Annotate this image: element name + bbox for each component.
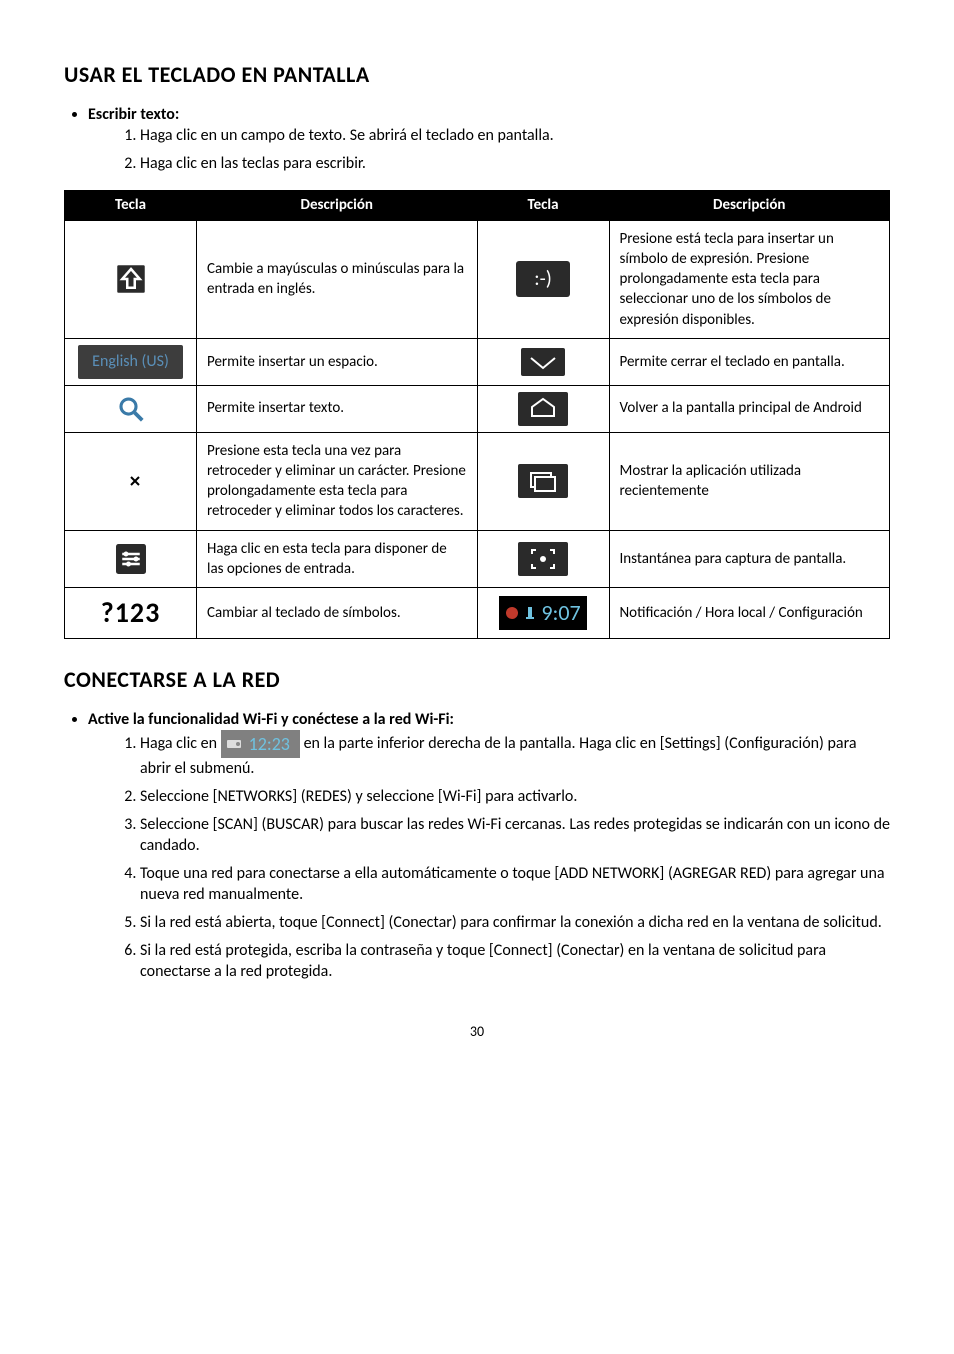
key-emoji-icon: :-) — [477, 220, 609, 338]
key-symbols-icon: ?123 — [65, 588, 197, 639]
key-home-icon — [477, 385, 609, 432]
key-input-options-icon — [65, 530, 197, 588]
section1-title: USAR EL TECLADO EN PANTALLA — [64, 60, 890, 90]
table-head-descripcion: Descripción — [197, 191, 478, 220]
key-backspace-icon — [65, 432, 197, 530]
desc-input-options: Haga clic en esta tecla para disponer de… — [197, 530, 478, 588]
section2-bullet: Active la funcionalidad Wi-Fi y conéctes… — [88, 710, 454, 729]
section1-step: Haga clic en un campo de texto. Se abrir… — [140, 125, 890, 147]
section1-steps: Haga clic en un campo de texto. Se abrir… — [140, 125, 890, 174]
desc-space: Permite insertar un espacio. — [197, 338, 478, 385]
desc-home: Volver a la pantalla principal de Androi… — [609, 385, 890, 432]
desc-search: Permite insertar texto. — [197, 385, 478, 432]
section2-step: Seleccione [SCAN] (BUSCAR) para buscar l… — [140, 814, 890, 857]
key-spacebar-icon: English (US) — [65, 338, 197, 385]
table-row: Cambie a mayúsculas o minúsculas para la… — [65, 220, 890, 338]
table-head-descripcion: Descripción — [609, 191, 890, 220]
status-bar-time-icon: 12:23 — [221, 730, 300, 758]
keyboard-table: Tecla Descripción Tecla Descripción Camb… — [64, 190, 890, 638]
table-row: Haga clic en esta tecla para disponer de… — [65, 530, 890, 588]
desc-backspace: Presione esta tecla una vez para retroce… — [197, 432, 478, 530]
table-head-tecla: Tecla — [65, 191, 197, 220]
desc-recent: Mostrar la aplicación utilizada reciente… — [609, 432, 890, 530]
section2-step: Toque una red para conectarse a ella aut… — [140, 863, 890, 906]
section2-step: Seleccione [NETWORKS] (REDES) y seleccio… — [140, 786, 890, 808]
table-row: ?123 Cambiar al teclado de símbolos. 9:0… — [65, 588, 890, 639]
key-shift-icon — [65, 220, 197, 338]
desc-close-keyboard: Permite cerrar el teclado en pantalla. — [609, 338, 890, 385]
section2-step-1: Haga clic en 12:23 en la parte inferior … — [140, 730, 890, 780]
key-screenshot-icon — [477, 530, 609, 588]
desc-shift: Cambie a mayúsculas o minúsculas para la… — [197, 220, 478, 338]
table-row: Permite insertar texto. Volver a la pant… — [65, 385, 890, 432]
section1-bullet: Escribir texto: — [88, 105, 179, 124]
page-number: 30 — [64, 1023, 890, 1042]
section2-title: CONECTARSE A LA RED — [64, 665, 890, 695]
section2-bullet-list: Active la funcionalidad Wi-Fi y conéctes… — [88, 709, 890, 983]
key-search-icon — [65, 385, 197, 432]
section1-bullet-list: Escribir texto: Haga clic en un campo de… — [88, 104, 890, 175]
section2-steps: Haga clic en 12:23 en la parte inferior … — [140, 730, 890, 983]
key-notification-bar-icon: 9:07 — [477, 588, 609, 639]
desc-emoji: Presione está tecla para insertar un sím… — [609, 220, 890, 338]
table-row: English (US) Permite insertar un espacio… — [65, 338, 890, 385]
table-row: Presione esta tecla una vez para retroce… — [65, 432, 890, 530]
table-head-tecla: Tecla — [477, 191, 609, 220]
section1-step: Haga clic en las teclas para escribir. — [140, 153, 890, 175]
desc-notification: Notificación / Hora local / Configuració… — [609, 588, 890, 639]
desc-screenshot: Instantánea para captura de pantalla. — [609, 530, 890, 588]
section2-step: Si la red está abierta, toque [Connect] … — [140, 912, 890, 934]
key-close-keyboard-icon — [477, 338, 609, 385]
key-recent-apps-icon — [477, 432, 609, 530]
desc-symbols: Cambiar al teclado de símbolos. — [197, 588, 478, 639]
section2-step: Si la red está protegida, escriba la con… — [140, 940, 890, 983]
